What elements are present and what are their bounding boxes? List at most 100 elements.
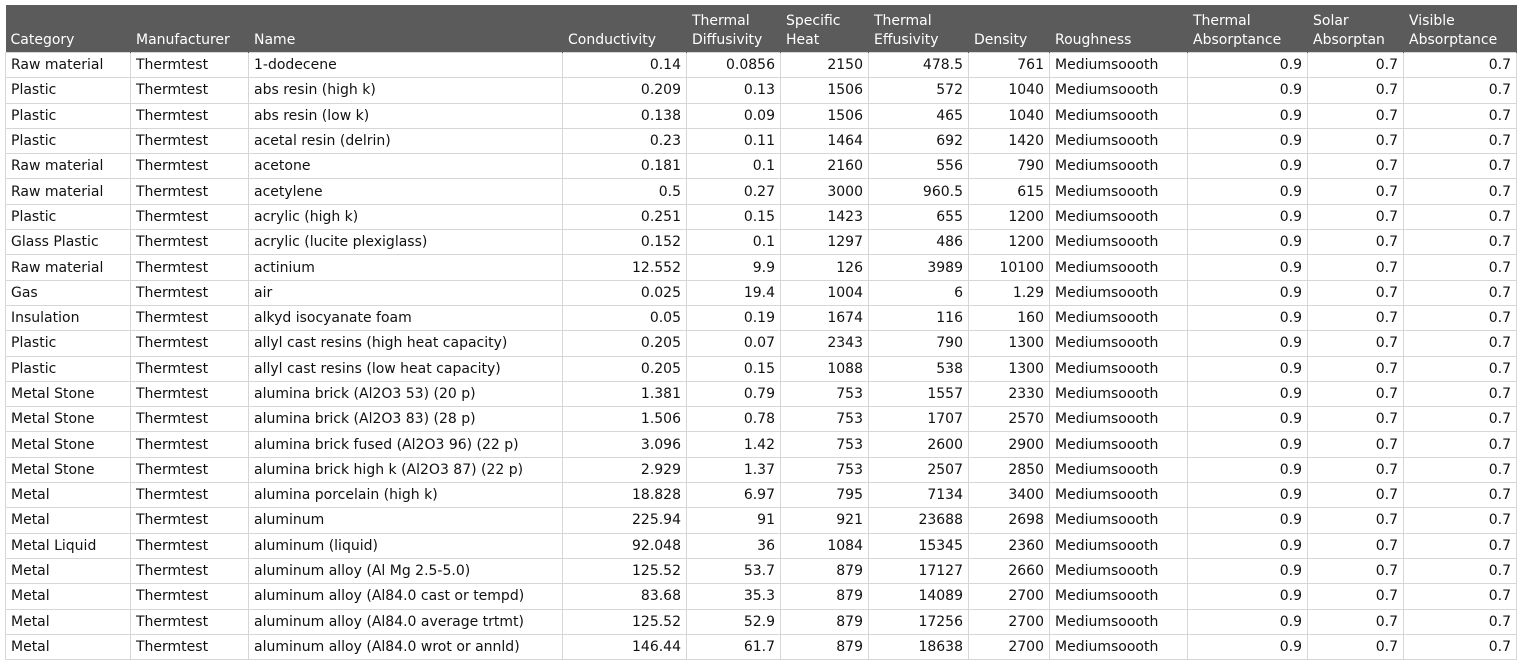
- table-cell: Plastic: [5, 127, 131, 155]
- table-cell: 225.94: [562, 507, 687, 534]
- table-cell: 1200: [968, 203, 1050, 231]
- table-row: Metal Stone Thermtest alumina brick (Al2O3…: [5, 406, 1517, 433]
- table-cell: 2850: [968, 456, 1050, 484]
- column-header: Thermal Effusivity: [868, 5, 969, 53]
- table-cell: 879: [780, 583, 869, 610]
- table-cell: Thermtest: [130, 229, 249, 256]
- table-cell: 795: [780, 482, 869, 509]
- table-cell: 0.5: [562, 178, 687, 205]
- table-cell: 0.209: [562, 77, 687, 104]
- table-cell: 0.7: [1307, 153, 1404, 180]
- table-cell: 10100: [968, 254, 1050, 281]
- table-cell: 0.11: [686, 127, 781, 155]
- column-header: Density: [968, 5, 1050, 53]
- table-cell: 0.9: [1187, 583, 1308, 610]
- table-cell: Mediumsoooth: [1049, 153, 1188, 180]
- table-cell: Metal: [5, 507, 131, 534]
- table-cell: 0.9: [1187, 482, 1308, 509]
- table-cell: 1-dodecene: [248, 51, 563, 79]
- table-cell: Thermtest: [130, 127, 249, 155]
- table-cell: 2700: [968, 608, 1050, 635]
- table-cell: acrylic (high k): [248, 203, 563, 231]
- table-row: Metal Stone Thermtest alumina brick high k…: [5, 456, 1517, 484]
- table-cell: 0.79: [686, 380, 781, 408]
- table-cell: 692: [868, 127, 969, 155]
- table-cell: 2150: [780, 51, 869, 79]
- table-cell: 2570: [968, 406, 1050, 433]
- table-cell: 1707: [868, 406, 969, 433]
- table-cell: 0.9: [1187, 406, 1308, 433]
- table-cell: 0.9: [1187, 51, 1308, 79]
- table-cell: 0.7: [1403, 330, 1517, 357]
- table-cell: 0.7: [1307, 355, 1404, 382]
- table-cell: Raw material: [5, 153, 131, 180]
- table-cell: 2160: [780, 153, 869, 180]
- table-cell: Thermtest: [130, 583, 249, 610]
- table-cell: 0.205: [562, 330, 687, 357]
- table-cell: 0.205: [562, 355, 687, 382]
- table-cell: Mediumsoooth: [1049, 127, 1188, 155]
- table-cell: 0.14: [562, 51, 687, 79]
- table-cell: 0.0856: [686, 51, 781, 79]
- table-cell: Thermtest: [130, 51, 249, 79]
- table-cell: 960.5: [868, 178, 969, 205]
- table-cell: Mediumsoooth: [1049, 608, 1188, 635]
- table-cell: 0.15: [686, 203, 781, 231]
- table-cell: 0.7: [1403, 178, 1517, 205]
- table-cell: 3000: [780, 178, 869, 205]
- table-cell: 0.1: [686, 153, 781, 180]
- table-cell: 2330: [968, 380, 1050, 408]
- table-cell: Thermtest: [130, 355, 249, 382]
- table-cell: 9.9: [686, 254, 781, 281]
- table-cell: 0.7: [1403, 127, 1517, 155]
- table-cell: 1.42: [686, 431, 781, 458]
- table-cell: 0.7: [1307, 203, 1404, 231]
- table-cell: Thermtest: [130, 304, 249, 332]
- table-row: Plastic Thermtest acetal resin (delrin) 0.2…: [5, 127, 1517, 155]
- table-row: Metal Liquid Thermtest aluminum (liquid) 92…: [5, 532, 1517, 559]
- table-cell: 0.9: [1187, 279, 1308, 306]
- table-cell: 0.7: [1307, 608, 1404, 635]
- table-cell: alumina brick (Al2O3 53) (20 p): [248, 380, 563, 408]
- table-cell: Mediumsoooth: [1049, 102, 1188, 129]
- table-cell: 1040: [968, 102, 1050, 129]
- table-row: Raw material Thermtest acetone 0.181 0.1 2160…: [5, 153, 1517, 180]
- table-cell: 615: [968, 178, 1050, 205]
- table-cell: 2700: [968, 583, 1050, 610]
- table-cell: Metal Liquid: [5, 532, 131, 559]
- table-cell: 0.9: [1187, 507, 1308, 534]
- table-cell: 0.7: [1403, 254, 1517, 281]
- table-body: Raw material Thermtest 1-dodecene 0.14 0.085…: [5, 51, 1517, 661]
- table-cell: 879: [780, 633, 869, 661]
- table-cell: 0.7: [1307, 507, 1404, 534]
- table-cell: 0.9: [1187, 431, 1308, 458]
- table-row: Plastic Thermtest abs resin (high k) 0.209 0…: [5, 77, 1517, 104]
- table-cell: 18638: [868, 633, 969, 661]
- table-cell: aluminum alloy (Al84.0 cast or tempd): [248, 583, 563, 610]
- table-cell: Metal: [5, 633, 131, 661]
- table-cell: 0.7: [1307, 51, 1404, 79]
- table-cell: 0.9: [1187, 127, 1308, 155]
- table-cell: Mediumsoooth: [1049, 380, 1188, 408]
- table-row: Metal Thermtest aluminum alloy (Al84.0 wro…: [5, 633, 1517, 661]
- table-cell: 0.7: [1403, 77, 1517, 104]
- table-cell: Raw material: [5, 51, 131, 79]
- table-cell: 465: [868, 102, 969, 129]
- table-row: Metal Stone Thermtest alumina brick fused …: [5, 431, 1517, 458]
- table-cell: alumina brick fused (Al2O3 96) (22 p): [248, 431, 563, 458]
- table-cell: 879: [780, 608, 869, 635]
- table-row: Metal Thermtest alumina porcelain (high k)…: [5, 482, 1517, 509]
- table-cell: 0.19: [686, 304, 781, 332]
- table-row: Metal Thermtest aluminum alloy (Al84.0 ave…: [5, 608, 1517, 635]
- table-cell: 1.29: [968, 279, 1050, 306]
- table-cell: 0.7: [1307, 330, 1404, 357]
- table-row: Gas Thermtest air 0.025 19.4 1004 6 1.29 Mediums…: [5, 279, 1517, 306]
- table-cell: 753: [780, 380, 869, 408]
- column-header: Roughness: [1049, 5, 1188, 53]
- table-cell: 0.7: [1307, 633, 1404, 661]
- table-cell: Glass Plastic: [5, 229, 131, 256]
- column-header: Thermal Absorptance: [1187, 5, 1308, 53]
- table-cell: Thermtest: [130, 254, 249, 281]
- table-cell: 0.7: [1403, 456, 1517, 484]
- table-cell: 0.15: [686, 355, 781, 382]
